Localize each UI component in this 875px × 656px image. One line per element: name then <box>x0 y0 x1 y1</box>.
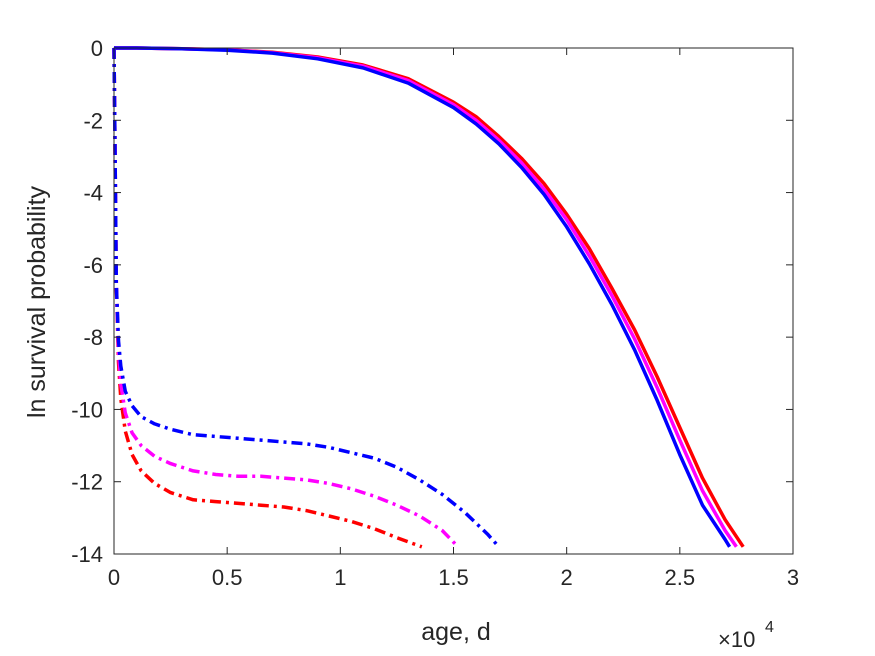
series-line-4 <box>112 47 423 549</box>
x-tick-label: 2 <box>561 565 573 590</box>
x-exponent-base: ×10 <box>718 627 755 652</box>
series-line-5 <box>112 47 460 549</box>
y-tick-label: -10 <box>71 397 103 422</box>
x-tick-label: 1 <box>334 565 346 590</box>
y-tick-label: -8 <box>83 325 103 350</box>
x-axis-label: age, d <box>421 618 491 646</box>
x-tick-label: 1.5 <box>438 565 469 590</box>
y-axis-label: ln survival probability <box>23 185 51 418</box>
series-layer <box>112 46 745 549</box>
y-tick-label: -6 <box>83 253 103 278</box>
y-tick-label: -2 <box>83 108 103 133</box>
series-line-3 <box>114 46 732 548</box>
x-tick-label: 0.5 <box>212 565 243 590</box>
y-tick-label: -14 <box>71 542 103 567</box>
x-exponent-power: 4 <box>765 619 774 636</box>
x-tick-label: 0 <box>108 565 120 590</box>
series-line-6 <box>112 47 501 548</box>
x-tick-label: 3 <box>787 565 799 590</box>
tick-layer: 0 0.5 1 1.5 2 2.5 3 0 -2 -4 -6 -8 -10 -12 -14 <box>71 36 799 590</box>
y-tick-label: 0 <box>91 36 103 61</box>
x-exponent-label: ×10 4 <box>718 619 774 652</box>
plot-area <box>114 48 793 554</box>
y-tick-label: -4 <box>83 181 103 206</box>
x-tick-label: 2.5 <box>665 565 696 590</box>
y-tick-label: -12 <box>71 470 103 495</box>
